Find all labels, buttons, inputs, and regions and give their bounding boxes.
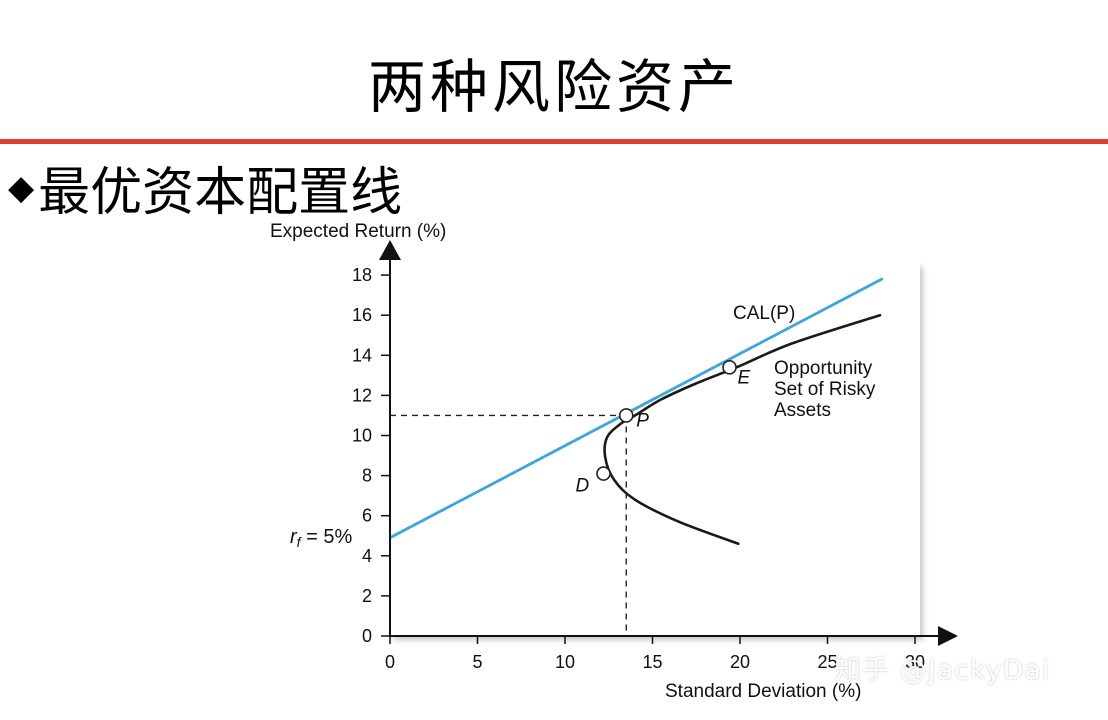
y-tick-label: 12 bbox=[352, 385, 372, 405]
x-axis-arrow bbox=[938, 626, 958, 646]
x-tick-label: 0 bbox=[385, 652, 395, 672]
y-tick-label: 18 bbox=[352, 265, 372, 285]
y-tick-label: 2 bbox=[362, 586, 372, 606]
x-tick-label: 20 bbox=[730, 652, 750, 672]
x-axis-title: Standard Deviation (%) bbox=[665, 681, 861, 702]
y-tick-label: 4 bbox=[362, 546, 372, 566]
y-axis-arrow bbox=[379, 240, 401, 260]
plot-frame bbox=[390, 262, 920, 636]
point-e bbox=[722, 360, 737, 375]
x-tick-label: 10 bbox=[555, 652, 575, 672]
series-opportunity-set bbox=[603, 313, 882, 546]
point-p bbox=[618, 408, 634, 423]
point-label-e: E bbox=[738, 367, 751, 388]
y-tick-label: 8 bbox=[362, 466, 372, 486]
point-label-d: D bbox=[576, 476, 590, 497]
y-tick-label: 6 bbox=[362, 506, 372, 526]
rf-label-r: r bbox=[290, 526, 298, 548]
y-tick-label: 14 bbox=[352, 345, 372, 365]
bullet-point: ◆ 最优资本配置线 bbox=[8, 150, 402, 225]
x-tick-label: 15 bbox=[642, 652, 662, 672]
rf-label-sub: f bbox=[297, 534, 303, 550]
tick-marks: 0 2 4 6 8 10 12 14 16 18 0 5 10 15 20 25 30 bbox=[352, 265, 925, 672]
opportunity-label-2: Set of Risky bbox=[774, 379, 876, 400]
rf-label-rest: = 5% bbox=[301, 526, 353, 548]
axes bbox=[379, 240, 958, 646]
y-tick-label: 0 bbox=[362, 626, 372, 646]
cal-label: CAL(P) bbox=[733, 303, 795, 324]
point-label-p: P bbox=[636, 410, 649, 431]
title-divider bbox=[0, 139, 1108, 144]
series-layer bbox=[390, 277, 884, 546]
opportunity-label-1: Opportunity bbox=[774, 358, 873, 379]
bullet-text: 最优资本配置线 bbox=[38, 163, 403, 223]
diamond-bullet-icon: ◆ bbox=[8, 167, 35, 208]
watermark: 知乎 @JackyDai bbox=[834, 655, 1051, 686]
y-axis-title: Expected Return (%) bbox=[270, 221, 446, 242]
y-tick-label: 16 bbox=[352, 305, 372, 325]
x-tick-label: 5 bbox=[472, 652, 482, 672]
cal-label-text: CAL(P) bbox=[733, 303, 795, 324]
slide-title: 两种风险资产 bbox=[367, 53, 740, 121]
y-tick-label: 10 bbox=[352, 426, 372, 446]
x-tick-label: 25 bbox=[817, 652, 837, 672]
point-d bbox=[596, 466, 611, 481]
series-cal-line bbox=[390, 277, 884, 540]
guide-lines bbox=[390, 414, 627, 636]
point-markers: P D E bbox=[576, 360, 751, 497]
rf-label: rf = 5% bbox=[290, 526, 352, 550]
opportunity-label-3: Assets bbox=[774, 400, 831, 421]
x-tick-label: 30 bbox=[905, 652, 925, 672]
